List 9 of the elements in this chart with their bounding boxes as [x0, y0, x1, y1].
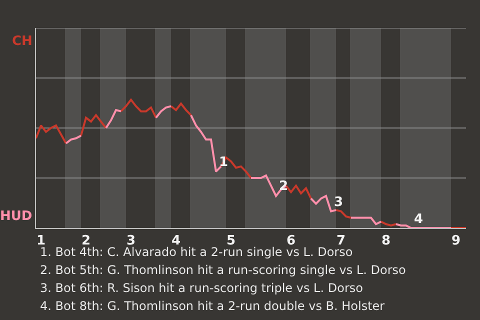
- text: 4. Bot 8th: G. Thomlinson hit a 2-run double vs B. Holster: [40, 299, 385, 313]
- x-tick-label: 9: [451, 234, 461, 249]
- text: HUD: [0, 209, 32, 224]
- text: CH: [12, 34, 32, 49]
- x-tick-label: 8: [381, 234, 391, 249]
- annotation: 4: [414, 212, 424, 227]
- text: 3. Bot 6th: R. Sison hit a run-scoring triple vs L. Dorso: [40, 281, 363, 295]
- annotation: 3: [334, 195, 344, 210]
- text: 2. Bot 5th: G. Thomlinson hit a run-scoring single vs L. Dorso: [40, 263, 406, 277]
